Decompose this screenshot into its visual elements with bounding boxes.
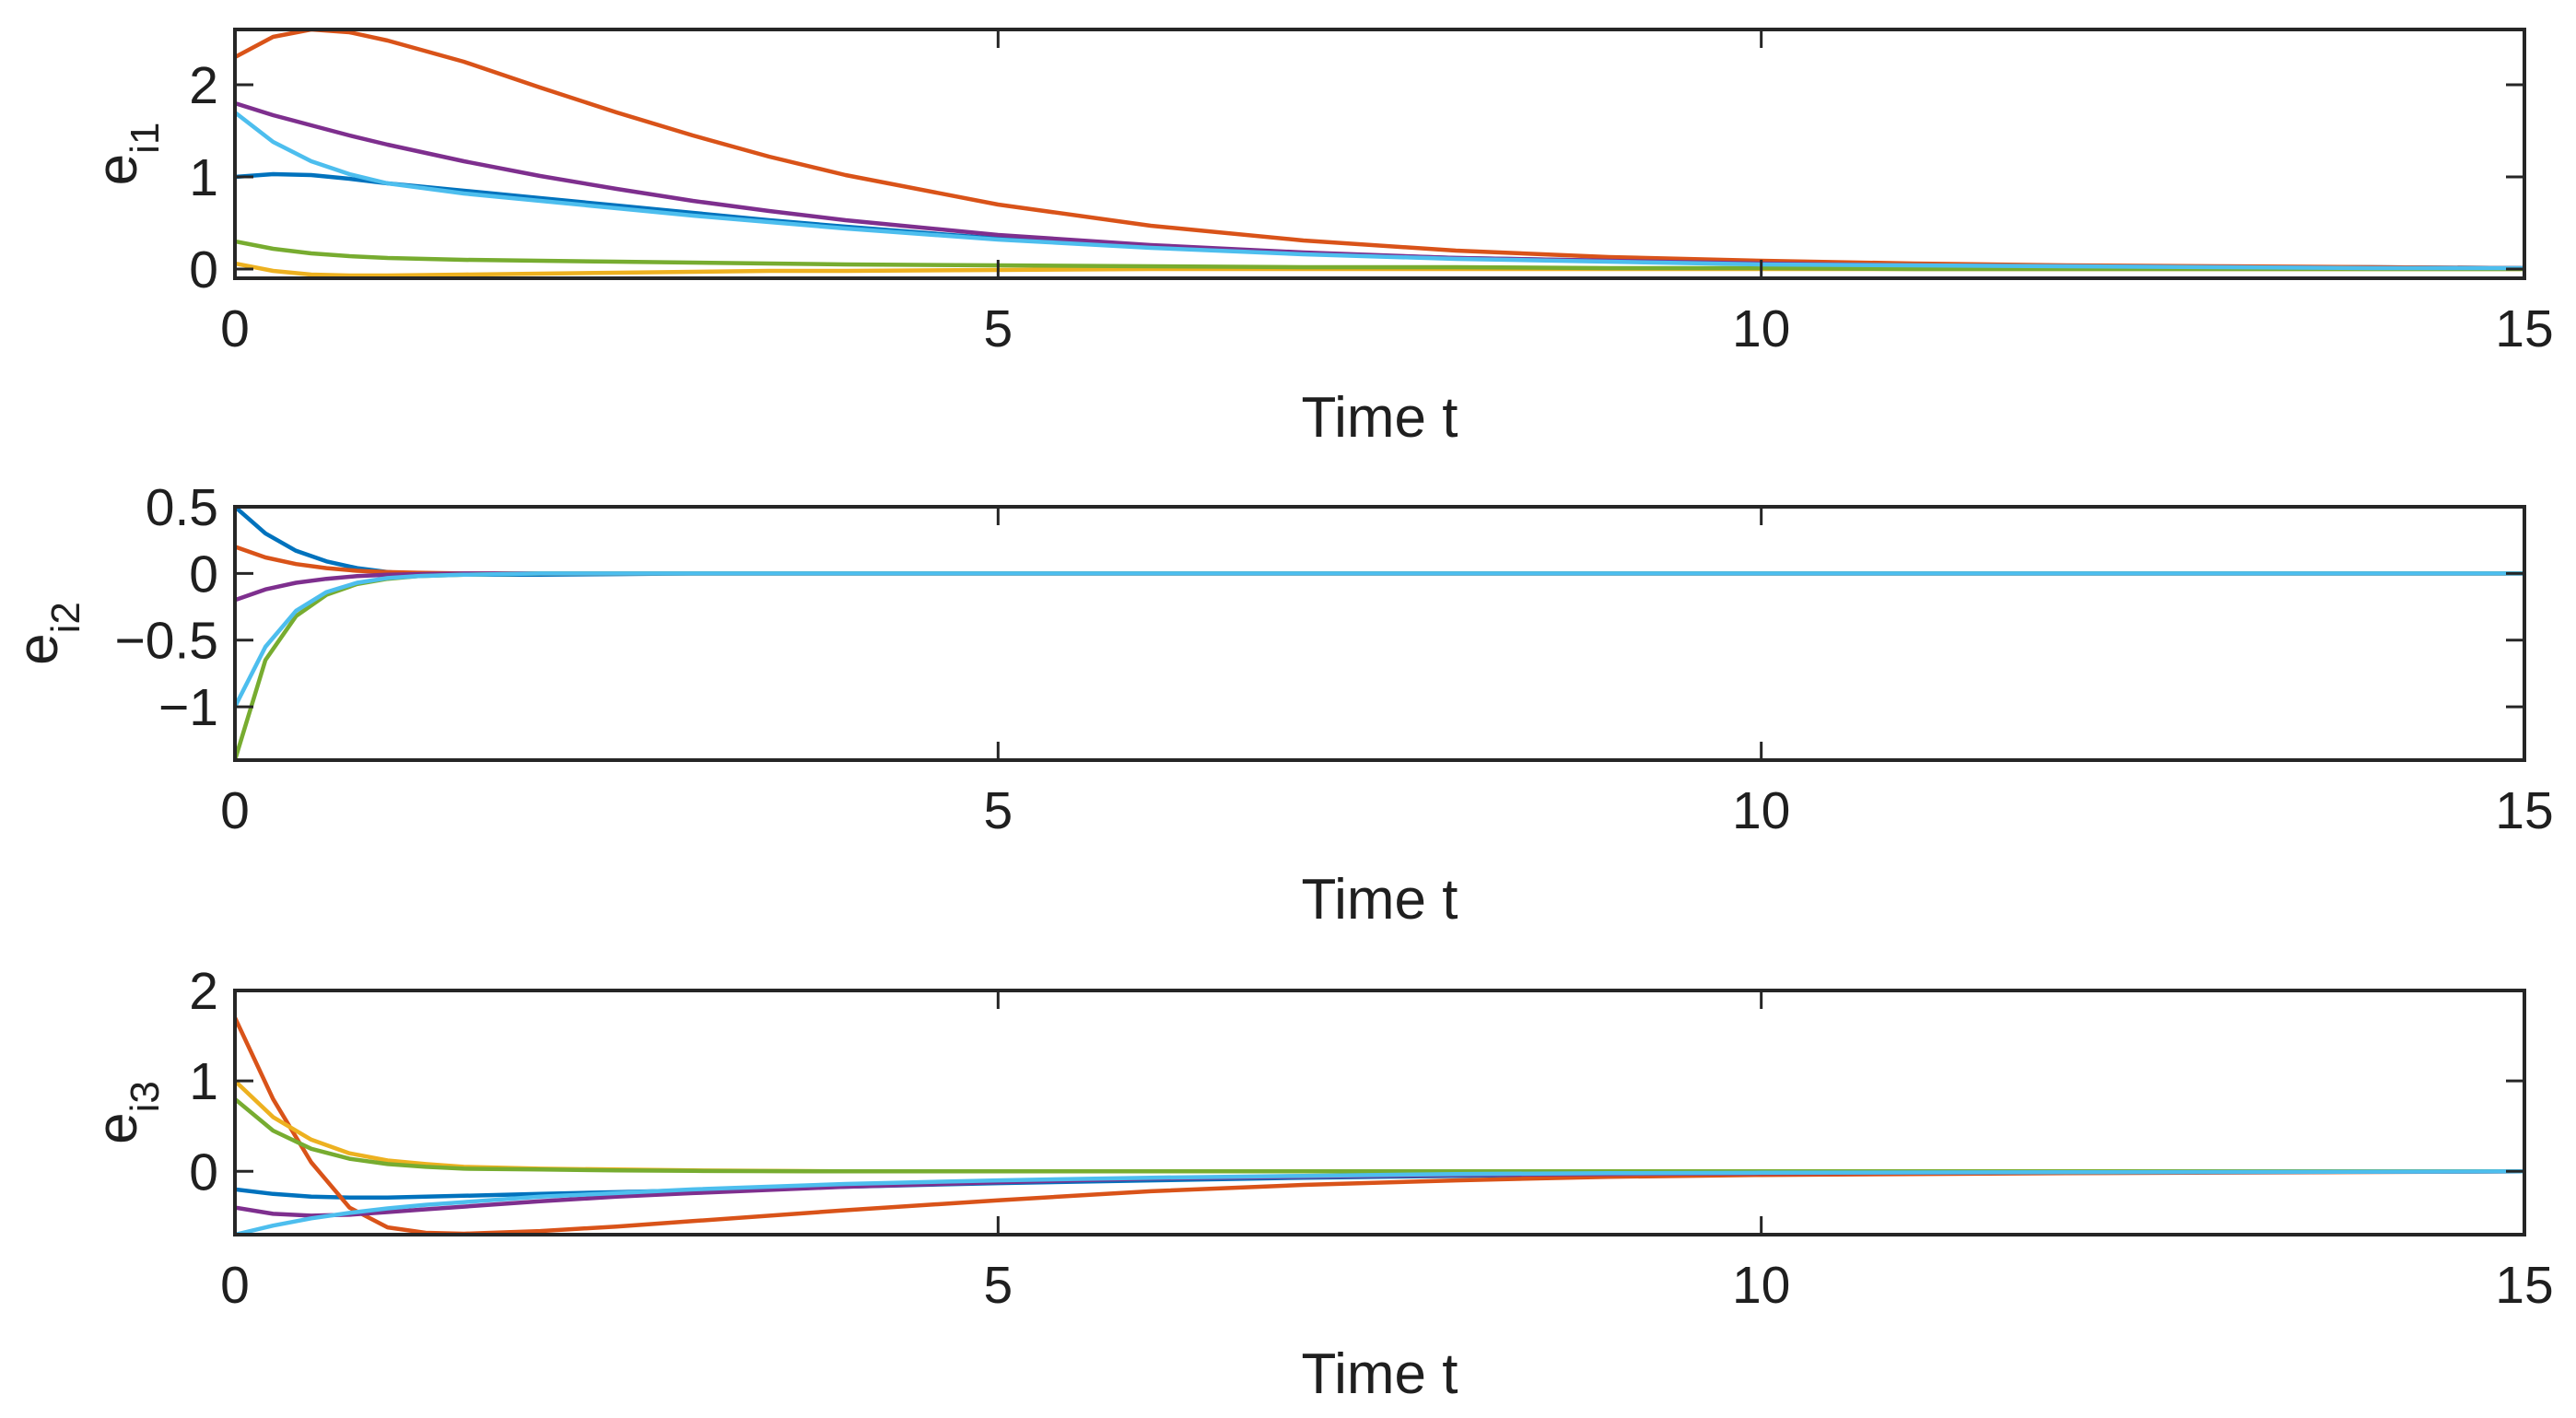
subplot-3: 0 5 10 15 0 1 2 Time t ei3: [86, 962, 2554, 1406]
axes-frame: [233, 989, 2526, 1236]
x-tick-label: 10: [1732, 781, 1790, 840]
series-line-purple: [235, 571, 2524, 603]
series-line-purple: [235, 100, 2524, 271]
series-line-light-blue: [235, 110, 2524, 271]
axes-frame: [233, 28, 2526, 280]
y-axis-title: ei2: [6, 602, 88, 665]
x-tick-label: 5: [983, 781, 1013, 840]
axes-frame: [233, 505, 2526, 762]
series-line-green: [235, 1096, 2524, 1174]
y-axis-title: ei1: [86, 123, 168, 186]
x-tick-label: 0: [220, 1256, 250, 1315]
y-axis-title: ei3: [86, 1081, 168, 1144]
y-tick-label: 1: [189, 148, 218, 207]
x-tick-label: 0: [220, 781, 250, 840]
series-group: [235, 29, 2524, 278]
y-tick-label: 0: [189, 1143, 218, 1201]
x-axis-title: Time t: [1302, 386, 1458, 450]
y-tick-label: 2: [189, 962, 218, 1021]
y-tick-label: 1: [189, 1052, 218, 1111]
x-tick-label: 5: [983, 299, 1013, 358]
y-tick-label: 0: [189, 545, 218, 604]
y-tick-label: −1: [158, 678, 218, 737]
x-tick-label: 5: [983, 1256, 1013, 1315]
series-line-yellow: [235, 1078, 2524, 1174]
y-tick-label: 0.5: [146, 478, 218, 537]
x-tick-label: 15: [2495, 299, 2553, 358]
x-tick-label: 0: [220, 299, 250, 358]
x-axis-title: Time t: [1302, 868, 1458, 932]
x-tick-label: 15: [2495, 781, 2553, 840]
x-tick-label: 10: [1732, 1256, 1790, 1315]
series-group: [235, 1015, 2524, 1235]
x-tick-label: 10: [1732, 299, 1790, 358]
y-tick-label: 0: [189, 240, 218, 299]
series-line-light-blue: [235, 1169, 2524, 1235]
x-axis-title: Time t: [1302, 1342, 1458, 1406]
series-group: [235, 507, 2524, 760]
series-line-light-blue: [235, 571, 2524, 709]
series-line-green: [235, 239, 2524, 272]
subplot-2: 0 5 10 15 0.5 0 −0.5 −1 Time t ei2: [6, 478, 2554, 932]
x-tick-label: 15: [2495, 1256, 2553, 1315]
y-tick-label: 2: [189, 56, 218, 115]
subplot-1: 0 5 10 15 0 1 2 Time t ei1: [86, 28, 2554, 450]
y-tick-label: −0.5: [114, 612, 218, 671]
series-line-orange: [235, 29, 2524, 271]
series-line-green: [235, 571, 2524, 760]
series-line-orange: [235, 545, 2524, 576]
series-line-blue: [235, 507, 2524, 578]
series-line-orange: [235, 1015, 2524, 1235]
